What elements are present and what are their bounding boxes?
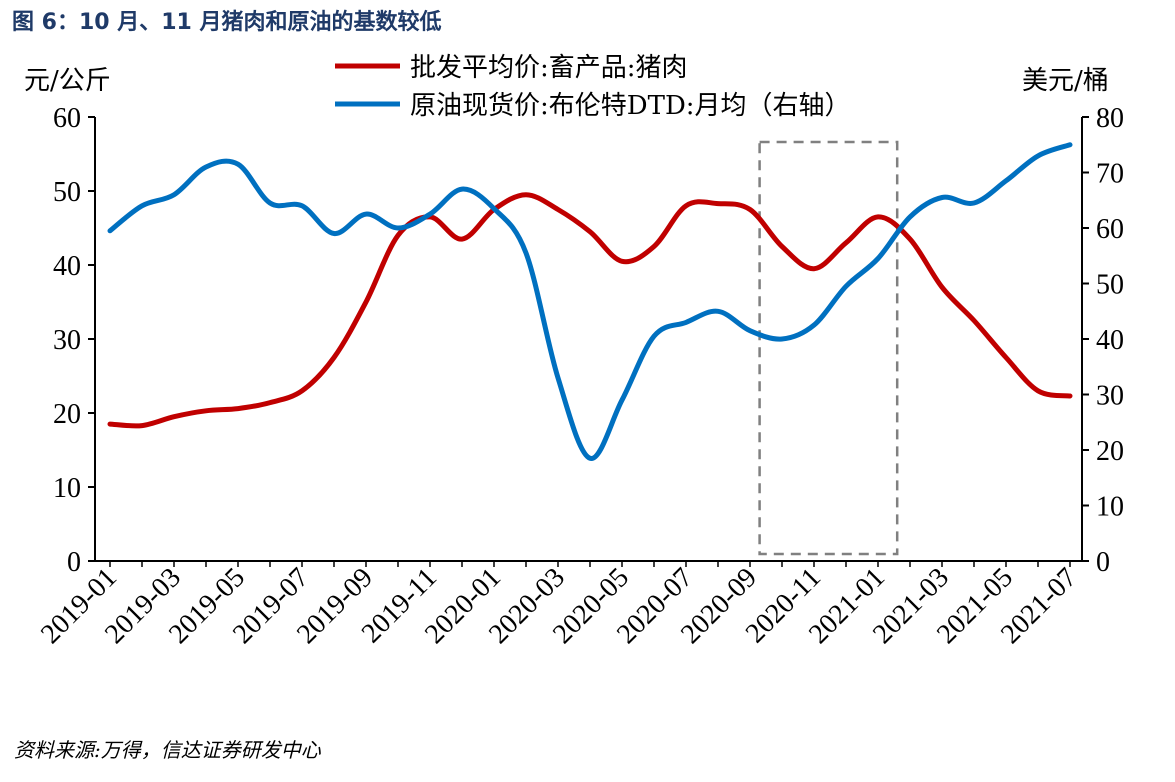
right-y-tick-label: 10 bbox=[1096, 492, 1124, 523]
right-axis-unit: 美元/桶 bbox=[1022, 66, 1109, 96]
chart-legend: 批发平均价:畜产品:猪肉 原油现货价:布伦特DTD:月均（右轴） bbox=[335, 53, 851, 121]
left-axis-unit: 元/公斤 bbox=[24, 66, 111, 96]
series-lines bbox=[107, 142, 1073, 461]
left-y-tick-label: 10 bbox=[53, 473, 81, 504]
left-y-tick-label: 30 bbox=[53, 325, 81, 356]
right-y-tick-label: 70 bbox=[1096, 159, 1124, 190]
series-line-pork bbox=[107, 192, 1073, 429]
source-note: 资料来源:万得，信达证券研发中心 bbox=[14, 738, 321, 762]
left-y-tick-label: 0 bbox=[67, 547, 81, 578]
right-y-tick-label: 20 bbox=[1096, 436, 1124, 467]
highlight-dashed-box bbox=[758, 140, 899, 556]
chart-axes: 0102030405060010203040506070802019-01201… bbox=[35, 103, 1124, 650]
highlight-box-layer bbox=[758, 140, 899, 556]
left-y-tick-label: 20 bbox=[53, 399, 81, 430]
right-y-tick-label: 30 bbox=[1096, 381, 1124, 412]
legend-label-brent: 原油现货价:布伦特DTD:月均（右轴） bbox=[410, 91, 851, 121]
figure-title: 图 6：10 月、11 月猪肉和原油的基数较低 bbox=[12, 10, 442, 35]
right-y-tick-label: 0 bbox=[1096, 547, 1110, 578]
left-y-tick-label: 50 bbox=[53, 177, 81, 208]
left-y-tick-label: 40 bbox=[53, 251, 81, 282]
right-y-tick-label: 40 bbox=[1096, 325, 1124, 356]
right-y-tick-label: 50 bbox=[1096, 270, 1124, 301]
right-y-tick-label: 60 bbox=[1096, 214, 1124, 245]
right-y-tick-label: 80 bbox=[1096, 103, 1124, 134]
series-line-brent bbox=[107, 142, 1073, 461]
left-y-tick-label: 60 bbox=[53, 103, 81, 134]
legend-label-pork: 批发平均价:畜产品:猪肉 bbox=[410, 53, 688, 83]
